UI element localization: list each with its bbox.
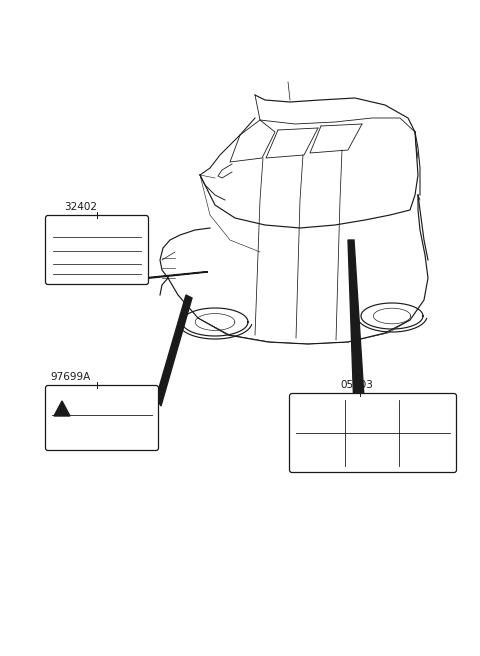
Text: 05203: 05203 xyxy=(340,380,373,390)
Polygon shape xyxy=(54,401,70,416)
Polygon shape xyxy=(348,240,364,398)
FancyBboxPatch shape xyxy=(46,386,158,451)
Text: 32402: 32402 xyxy=(64,202,97,212)
FancyBboxPatch shape xyxy=(46,216,148,285)
Polygon shape xyxy=(156,295,192,406)
FancyBboxPatch shape xyxy=(289,394,456,472)
Text: 97699A: 97699A xyxy=(50,372,90,382)
Polygon shape xyxy=(103,272,208,282)
